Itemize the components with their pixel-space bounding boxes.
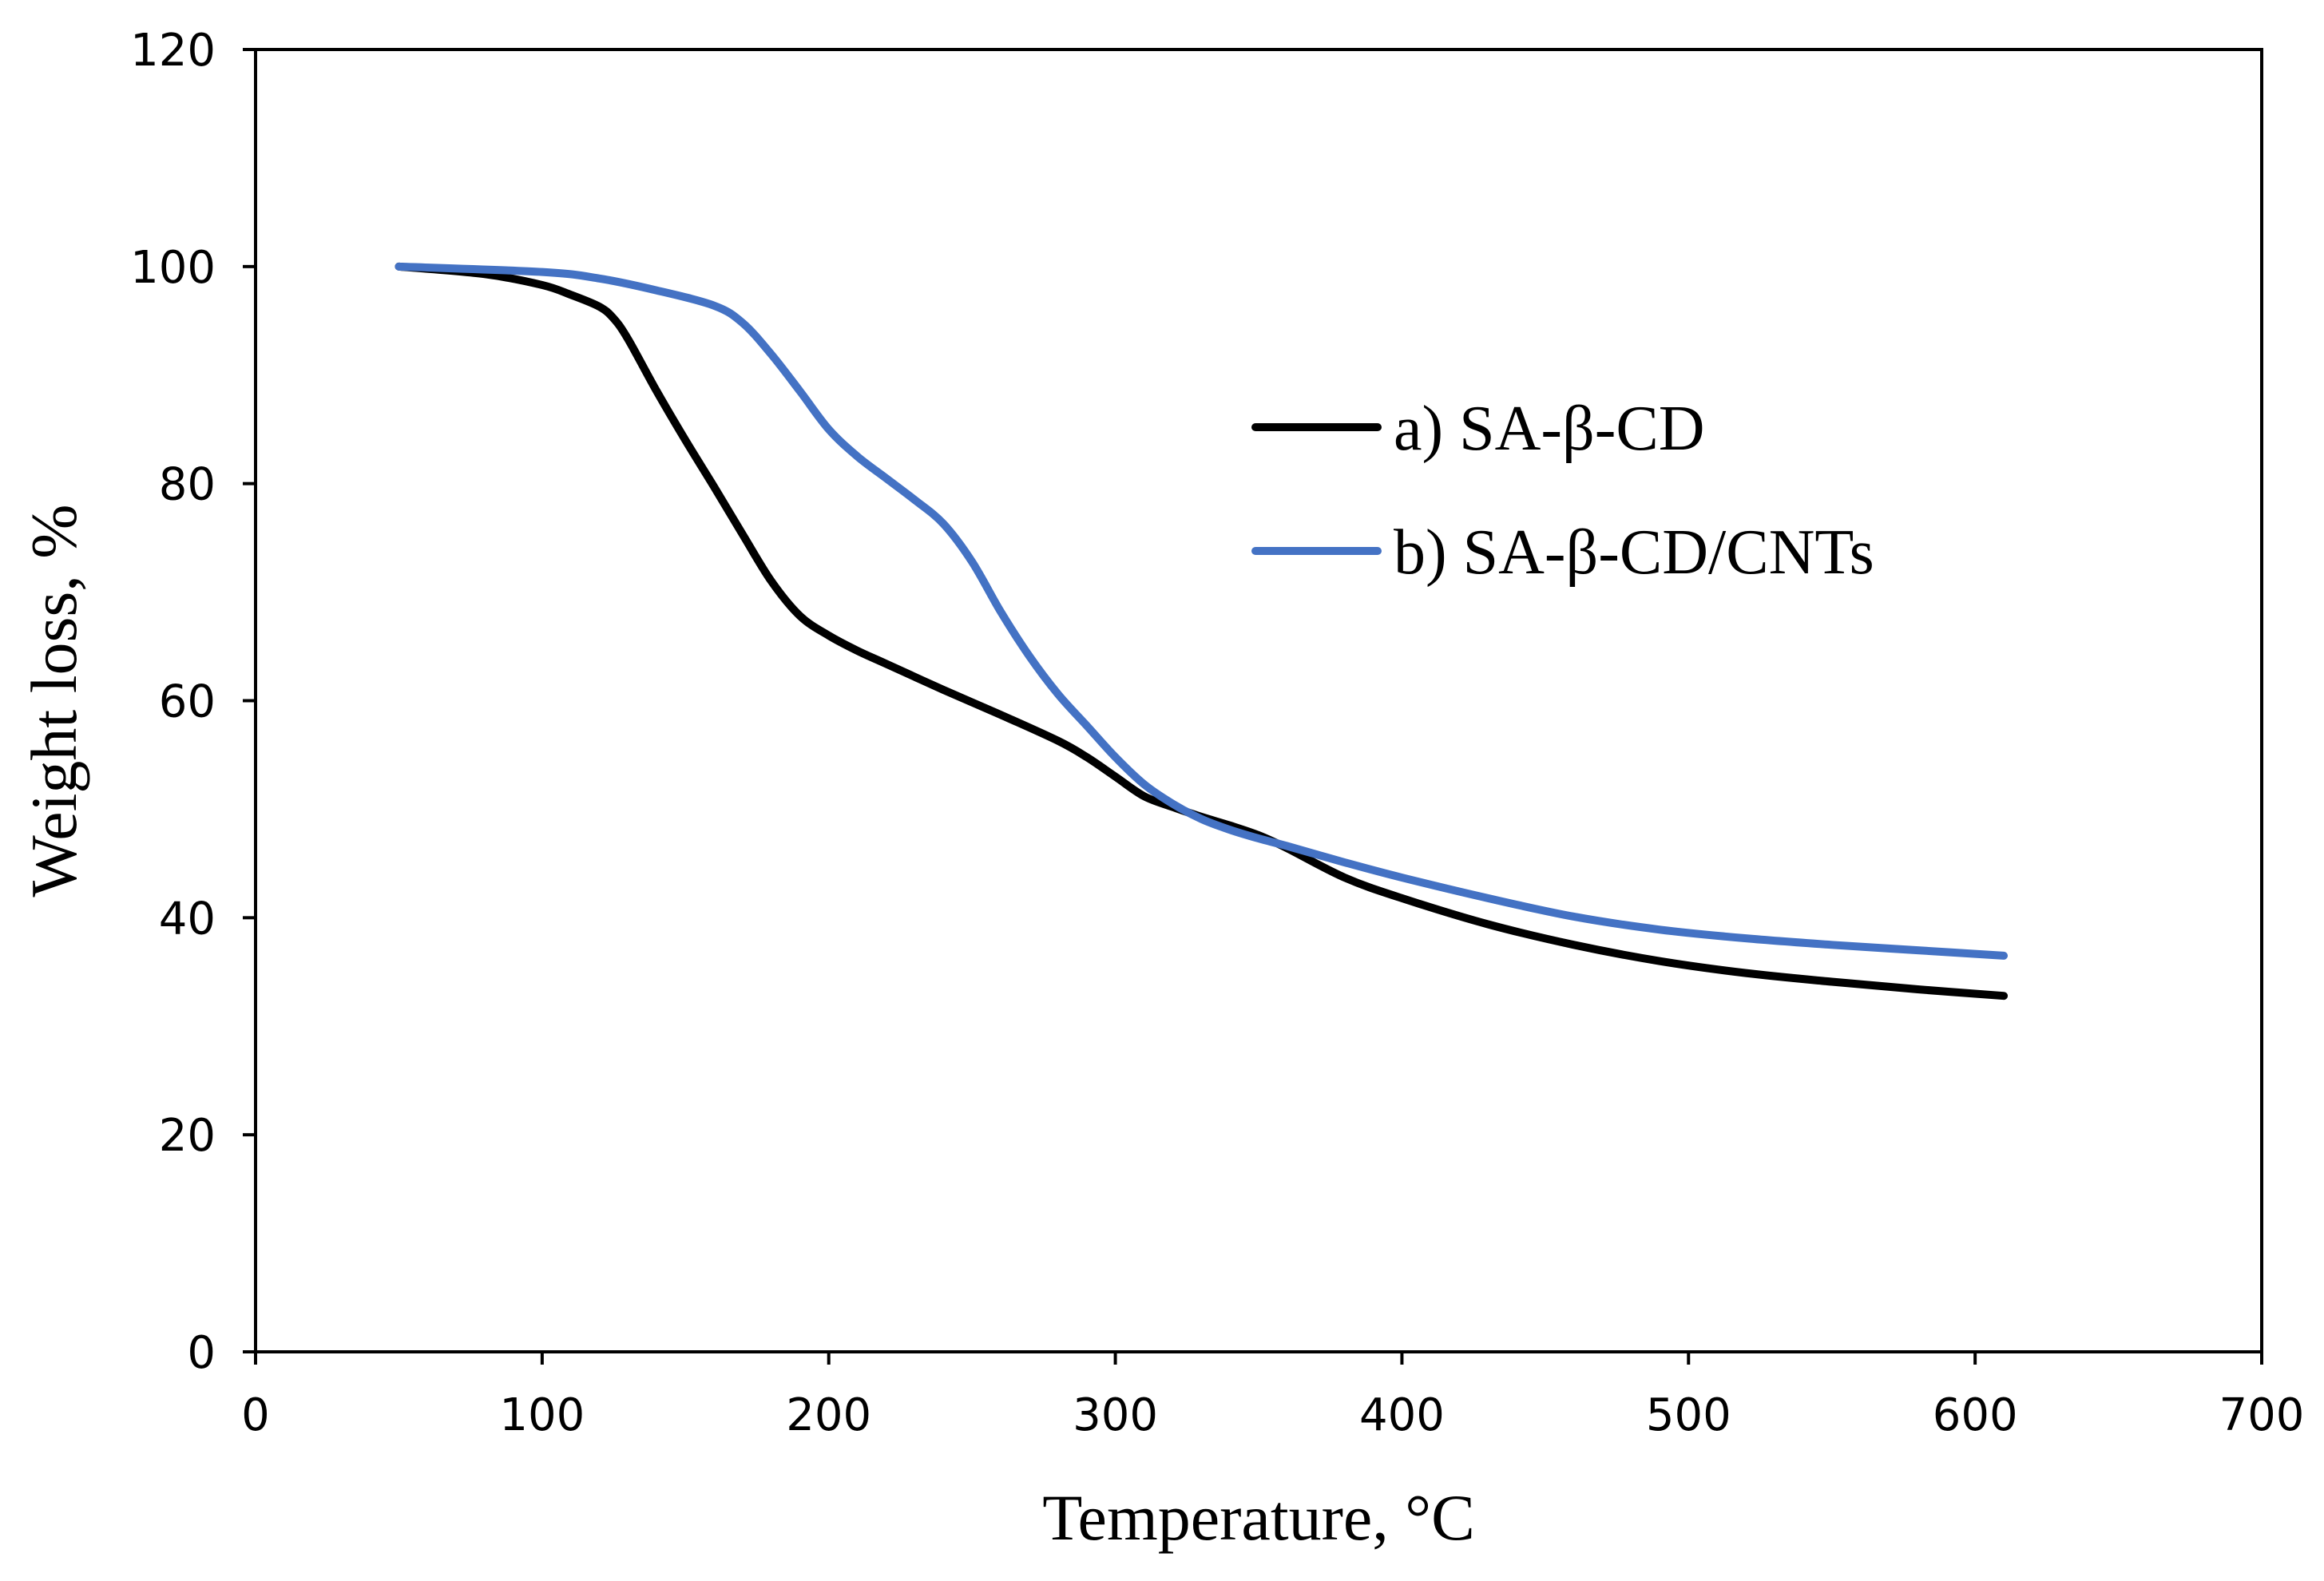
legend: a) SA-β-CD b) SA-β-CD/CNTs — [1251, 394, 1874, 588]
y-tick-label: 40 — [159, 893, 216, 945]
x-tick-label: 100 — [499, 1389, 585, 1441]
legend-label-sa-beta-cd-cnts: b) SA-β-CD/CNTs — [1394, 517, 1874, 588]
x-tick-label: 400 — [1359, 1389, 1445, 1441]
series-line-sa-beta-cd — [395, 262, 2009, 1001]
x-axis-title: Temperature, °C — [1042, 1481, 1475, 1554]
y-tick-label: 80 — [159, 459, 216, 511]
x-tick-label: 500 — [1646, 1389, 1731, 1441]
x-tick-label: 0 — [241, 1389, 270, 1441]
y-tick-label: 0 — [187, 1327, 216, 1379]
data-lines — [395, 262, 2009, 1001]
y-tick-label: 100 — [130, 242, 216, 294]
y-tick-label: 60 — [159, 676, 216, 728]
series-line-sa-beta-cd-cnts — [395, 262, 2009, 960]
x-tick-label: 600 — [1933, 1389, 2018, 1441]
y-tick-label: 120 — [130, 25, 216, 77]
x-tick-label: 700 — [2219, 1389, 2305, 1441]
x-tick-label: 300 — [1073, 1389, 1158, 1441]
axis-ticks: 0 100 200 300 400 500 600 700 0 20 40 60 80 100 120 — [130, 25, 2304, 1441]
y-axis-title: Weight loss, % — [18, 504, 90, 897]
legend-label-sa-beta-cd: a) SA-β-CD — [1394, 394, 1705, 464]
x-tick-label: 200 — [786, 1389, 871, 1441]
y-tick-label: 20 — [159, 1110, 216, 1162]
